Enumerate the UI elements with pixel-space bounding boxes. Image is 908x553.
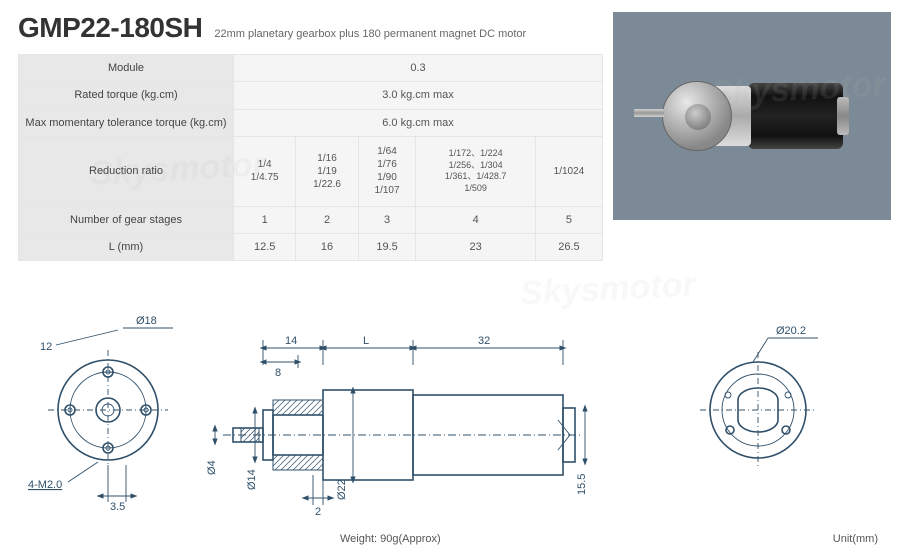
product-title: GMP22-180SH (18, 12, 202, 44)
ratio-label: Reduction ratio (19, 136, 234, 206)
max-torque-value: 6.0 kg.cm max (234, 109, 603, 136)
dim-angle: 12 (40, 341, 52, 353)
dim-14: 14 (285, 335, 297, 347)
technical-drawings: 12 Ø18 4-M2.0 3.5 14 L 32 (18, 300, 890, 530)
dim-L: L (363, 335, 369, 347)
length-cell-3: 19.5 (358, 234, 416, 261)
dim-rear-dia: Ø20.2 (776, 325, 806, 337)
ratio-cell-5: 1/1024 (535, 136, 602, 206)
stages-cell-3: 3 (358, 206, 416, 233)
dim-bolt-offset: 3.5 (110, 501, 125, 513)
stages-cell-5: 5 (535, 206, 602, 233)
ratio-cell-4: 1/172、1/224 1/256、1/304 1/361、1/428.7 1/… (416, 136, 536, 206)
length-cell-4: 23 (416, 234, 536, 261)
stages-cell-2: 2 (296, 206, 358, 233)
ratio-cell-3: 1/64 1/76 1/90 1/107 (358, 136, 416, 206)
ratio-cell-1: 1/4 1/4.75 (234, 136, 296, 206)
stages-cell-1: 1 (234, 206, 296, 233)
length-cell-2: 16 (296, 234, 358, 261)
dim-2: 2 (315, 506, 321, 518)
dim-flange-dia: Ø18 (136, 315, 157, 327)
unit-label: Unit(mm) (833, 533, 878, 545)
length-cell-1: 12.5 (234, 234, 296, 261)
specs-table: Module 0.3 Rated torque (kg.cm) 3.0 kg.c… (18, 54, 603, 261)
rated-torque-label: Rated torque (kg.cm) (19, 82, 234, 109)
dim-d155: 15.5 (576, 474, 588, 495)
dim-8: 8 (275, 367, 281, 379)
rated-torque-value: 3.0 kg.cm max (234, 82, 603, 109)
module-value: 0.3 (234, 55, 603, 82)
product-photo (613, 12, 891, 220)
module-label: Module (19, 55, 234, 82)
dim-bolt: 4-M2.0 (28, 479, 62, 491)
stages-label: Number of gear stages (19, 206, 234, 233)
length-label: L (mm) (19, 234, 234, 261)
max-torque-label: Max momentary tolerance torque (kg.cm) (19, 109, 234, 136)
dim-d4: Ø4 (206, 460, 218, 475)
product-subtitle: 22mm planetary gearbox plus 180 permanen… (214, 28, 526, 40)
dim-32: 32 (478, 335, 490, 347)
stages-cell-4: 4 (416, 206, 536, 233)
length-cell-5: 26.5 (535, 234, 602, 261)
dim-d22: Ø22 (336, 479, 348, 500)
ratio-cell-2: 1/16 1/19 1/22.6 (296, 136, 358, 206)
weight-label: Weight: 90g(Approx) (340, 533, 441, 545)
dim-d14: Ø14 (246, 469, 258, 490)
